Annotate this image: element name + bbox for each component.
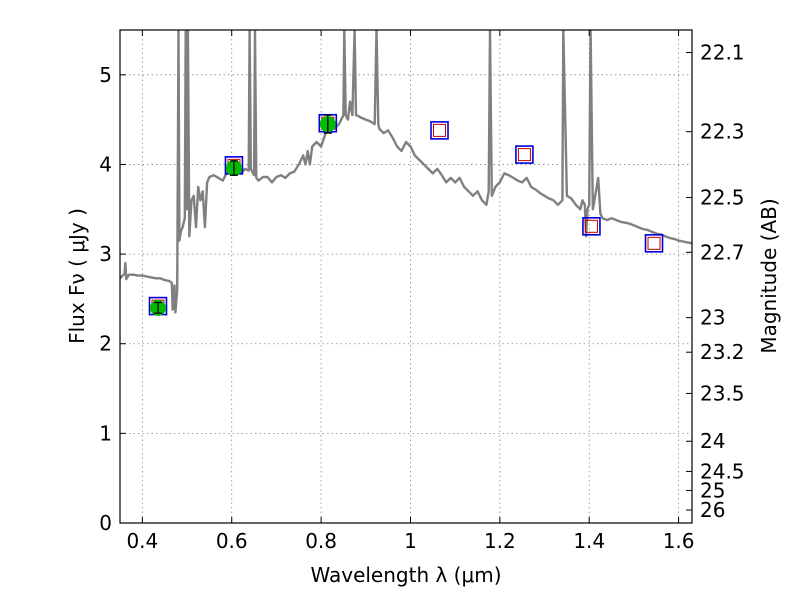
y-tick-label: 4 (99, 152, 112, 176)
y2-tick-label: 22.7 (700, 240, 745, 264)
model-photometry-inner (584, 219, 598, 233)
model-photometry-box (644, 234, 664, 253)
y2-tick-label: 22.5 (700, 186, 745, 210)
y-tick-label: 5 (99, 63, 112, 87)
y2-tick-label: 24.5 (700, 459, 745, 483)
y-axis-label: Flux Fν ( μJy ) (65, 208, 89, 344)
model-photometry-box (515, 145, 534, 164)
y-tick-label: 3 (99, 242, 112, 266)
y2-tick-label: 23.5 (700, 381, 745, 405)
x-axis-label: Wavelength λ (μm) (310, 563, 501, 587)
model-photometry-box (430, 121, 449, 140)
x-axis-ticks: 0.4 0.6 0.8 1 1.2 1.4 1.6 (126, 30, 695, 553)
sed-spectrum-line (120, 30, 692, 314)
sed-layer (120, 30, 692, 314)
x-tick-label: 1.4 (573, 529, 605, 553)
y2-tick-label: 23.2 (700, 340, 745, 364)
x-tick-label: 0.4 (126, 529, 158, 553)
y2-tick-label: 22.3 (700, 120, 745, 144)
observed-photometry-layer (149, 114, 336, 316)
x-tick-label: 0.6 (216, 529, 248, 553)
plot-frame (119, 29, 693, 524)
y2-tick-label: 24 (700, 429, 725, 453)
y-axis-ticks: 0 1 2 3 4 5 (99, 63, 126, 535)
y2-tick-label: 26 (700, 498, 725, 522)
y2-tick-label: 23 (700, 306, 725, 330)
x-tick-label: 1.6 (663, 529, 695, 553)
model-photometry-inner (433, 123, 447, 137)
y2-tick-label: 25 (700, 478, 725, 502)
model-photometry-box (582, 217, 601, 236)
x-tick-label: 1 (404, 529, 417, 553)
y2-tick-label: 22.1 (700, 41, 745, 65)
y-tick-label: 0 (99, 511, 112, 535)
x-tick-label: 0.8 (305, 529, 337, 553)
model-photometry-inner (517, 148, 531, 162)
y-tick-label: 1 (99, 421, 112, 445)
x-tick-label: 1.2 (484, 529, 516, 553)
y2-axis-label: Magnitude (AB) (757, 198, 781, 353)
model-photometry-inner (647, 236, 661, 250)
y-tick-label: 2 (99, 332, 112, 356)
